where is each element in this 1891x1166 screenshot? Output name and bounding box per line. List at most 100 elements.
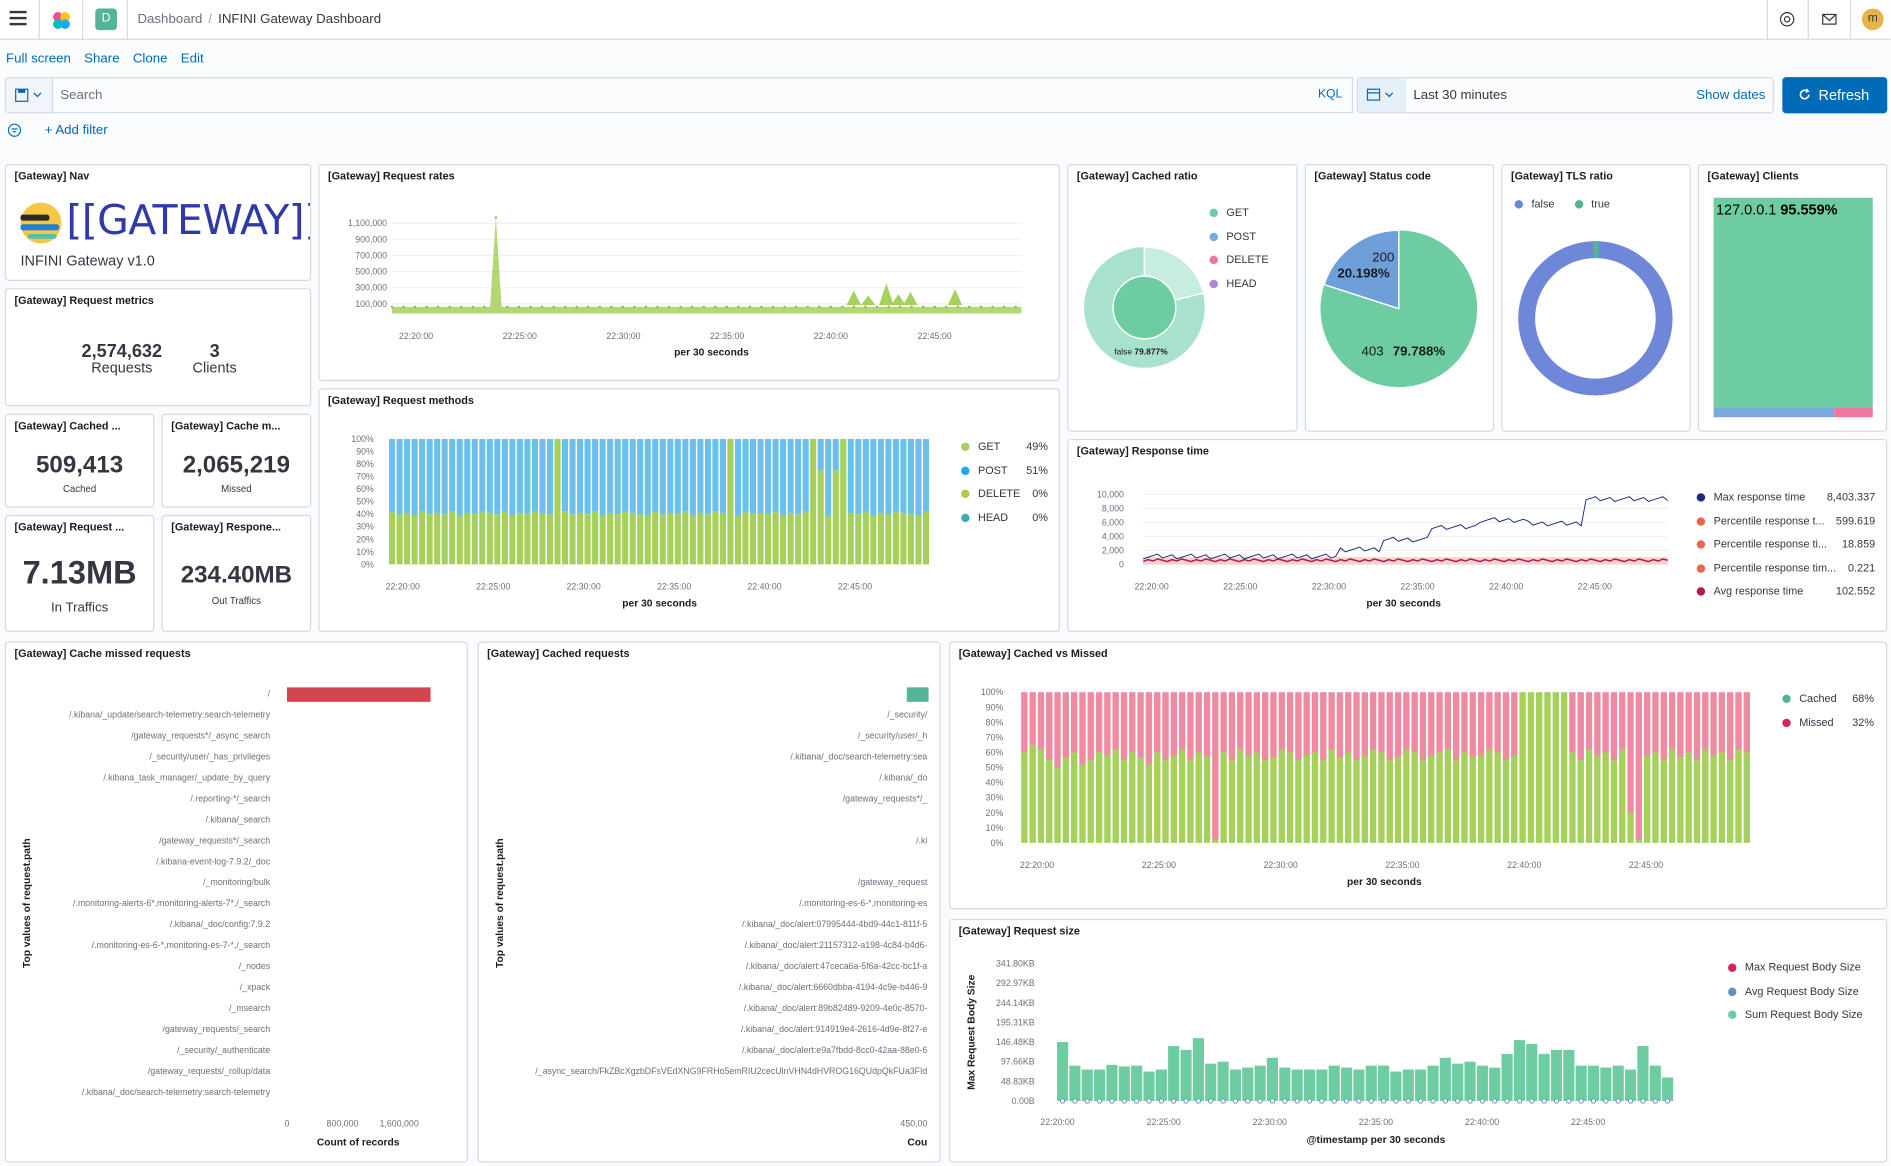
data-point[interactable] <box>841 305 844 309</box>
bar-missed[interactable] <box>1237 692 1244 750</box>
bar-cached[interactable] <box>1536 692 1543 843</box>
data-point[interactable] <box>771 305 775 309</box>
bar-missed[interactable] <box>1394 692 1402 758</box>
data-point[interactable] <box>887 305 890 309</box>
data-point[interactable] <box>1529 1098 1535 1104</box>
bar-missed[interactable] <box>1021 692 1028 753</box>
area-bump[interactable] <box>846 290 862 306</box>
bar-post[interactable] <box>855 438 862 515</box>
bar-cached[interactable] <box>1428 755 1435 843</box>
bar-get[interactable] <box>712 511 719 565</box>
legend-item-post[interactable]: POST <box>1209 229 1269 253</box>
data-point[interactable] <box>737 305 740 309</box>
bar-cached[interactable] <box>1494 752 1501 843</box>
data-point[interactable] <box>933 305 936 309</box>
bar[interactable] <box>1464 1061 1476 1101</box>
bar[interactable] <box>1242 1067 1254 1101</box>
data-point[interactable] <box>540 305 544 309</box>
bar-cached[interactable] <box>1353 760 1360 843</box>
treemap-cell-127.0.0.1[interactable] <box>1713 197 1873 408</box>
bar-get[interactable] <box>727 438 734 565</box>
bar-get[interactable] <box>577 512 584 565</box>
data-point[interactable] <box>390 305 394 309</box>
data-point[interactable] <box>1109 1098 1115 1104</box>
refresh-button[interactable]: Refresh <box>1782 77 1888 114</box>
bar-missed[interactable] <box>1046 692 1053 761</box>
data-point[interactable] <box>864 305 867 309</box>
data-point[interactable] <box>1331 1098 1337 1104</box>
bar-post[interactable] <box>546 438 554 515</box>
bar-post[interactable] <box>404 438 411 513</box>
bar-get[interactable] <box>659 514 666 565</box>
panel-title[interactable]: [Gateway] Cached requests <box>487 647 630 660</box>
bar-post[interactable] <box>434 438 441 513</box>
bar[interactable] <box>1415 1069 1427 1101</box>
bar-post[interactable] <box>862 438 869 512</box>
bar-post[interactable] <box>742 438 749 512</box>
data-point[interactable] <box>1590 1098 1597 1104</box>
bar-post[interactable] <box>772 438 779 512</box>
data-point[interactable] <box>1158 1098 1164 1104</box>
bar-missed[interactable] <box>1220 692 1227 753</box>
bar[interactable] <box>1612 1065 1624 1101</box>
bar-missed[interactable] <box>1054 692 1061 768</box>
bar-cached[interactable] <box>1187 760 1194 843</box>
bar-post[interactable] <box>419 438 426 512</box>
data-point[interactable] <box>1195 1098 1202 1104</box>
bar-get[interactable] <box>607 512 614 565</box>
data-point[interactable] <box>1615 1098 1621 1104</box>
bar[interactable] <box>1427 1065 1439 1101</box>
data-point[interactable] <box>852 305 856 309</box>
bar-get[interactable] <box>704 514 711 565</box>
data-point[interactable] <box>1504 1098 1510 1104</box>
data-point[interactable] <box>794 305 798 309</box>
data-point[interactable] <box>956 305 960 309</box>
bar-cached[interactable] <box>1212 839 1219 843</box>
legend-item[interactable]: Avg Request Body Size <box>1728 983 1863 1007</box>
bar-post[interactable] <box>900 438 907 513</box>
bar-cached[interactable] <box>1369 749 1377 843</box>
bar-get[interactable] <box>682 511 689 565</box>
bar-get[interactable] <box>757 512 764 565</box>
bar-post[interactable] <box>659 438 666 515</box>
bar-post[interactable] <box>411 438 418 516</box>
bar-post[interactable] <box>689 438 696 516</box>
bar-get[interactable] <box>652 511 659 565</box>
bar-post[interactable] <box>817 438 824 471</box>
data-point[interactable] <box>1084 1098 1090 1104</box>
data-point[interactable] <box>1566 1098 1572 1104</box>
bar[interactable] <box>1081 1069 1093 1101</box>
bar-get[interactable] <box>584 514 591 565</box>
bar-get[interactable] <box>697 512 704 565</box>
data-point[interactable] <box>483 305 486 309</box>
bar[interactable] <box>1378 1065 1390 1101</box>
bar[interactable] <box>1390 1071 1402 1101</box>
bar-get[interactable] <box>855 514 862 565</box>
bar-missed[interactable] <box>1444 692 1452 750</box>
data-point[interactable] <box>1368 1098 1374 1104</box>
bar-cached[interactable] <box>1743 752 1751 843</box>
bar-missed[interactable] <box>1369 692 1377 750</box>
legend-item-head[interactable]: HEAD 0% <box>961 509 1048 533</box>
bar-get[interactable] <box>486 512 493 565</box>
bar[interactable] <box>1217 1061 1229 1101</box>
series-area[interactable] <box>391 217 1022 314</box>
bar-missed[interactable] <box>1668 692 1676 750</box>
bar-missed[interactable] <box>1727 692 1734 761</box>
bar-missed[interactable] <box>1486 692 1493 750</box>
data-point[interactable] <box>1294 1098 1300 1104</box>
bar-missed[interactable] <box>1619 692 1626 750</box>
data-point[interactable] <box>471 305 474 309</box>
bar[interactable] <box>1637 1045 1649 1101</box>
data-point[interactable] <box>1232 1098 1239 1104</box>
bar-cached[interactable] <box>1154 752 1161 843</box>
data-point[interactable] <box>1208 1098 1214 1104</box>
bar-missed[interactable] <box>1212 692 1219 840</box>
panel-title[interactable]: [Gateway] Request methods <box>328 394 474 407</box>
data-point[interactable] <box>494 216 498 219</box>
bar-missed[interactable] <box>1602 692 1609 753</box>
bar-get[interactable] <box>802 511 809 565</box>
bar-post[interactable] <box>847 438 854 513</box>
bar-get[interactable] <box>449 511 456 565</box>
bar-cached[interactable] <box>1394 757 1402 843</box>
